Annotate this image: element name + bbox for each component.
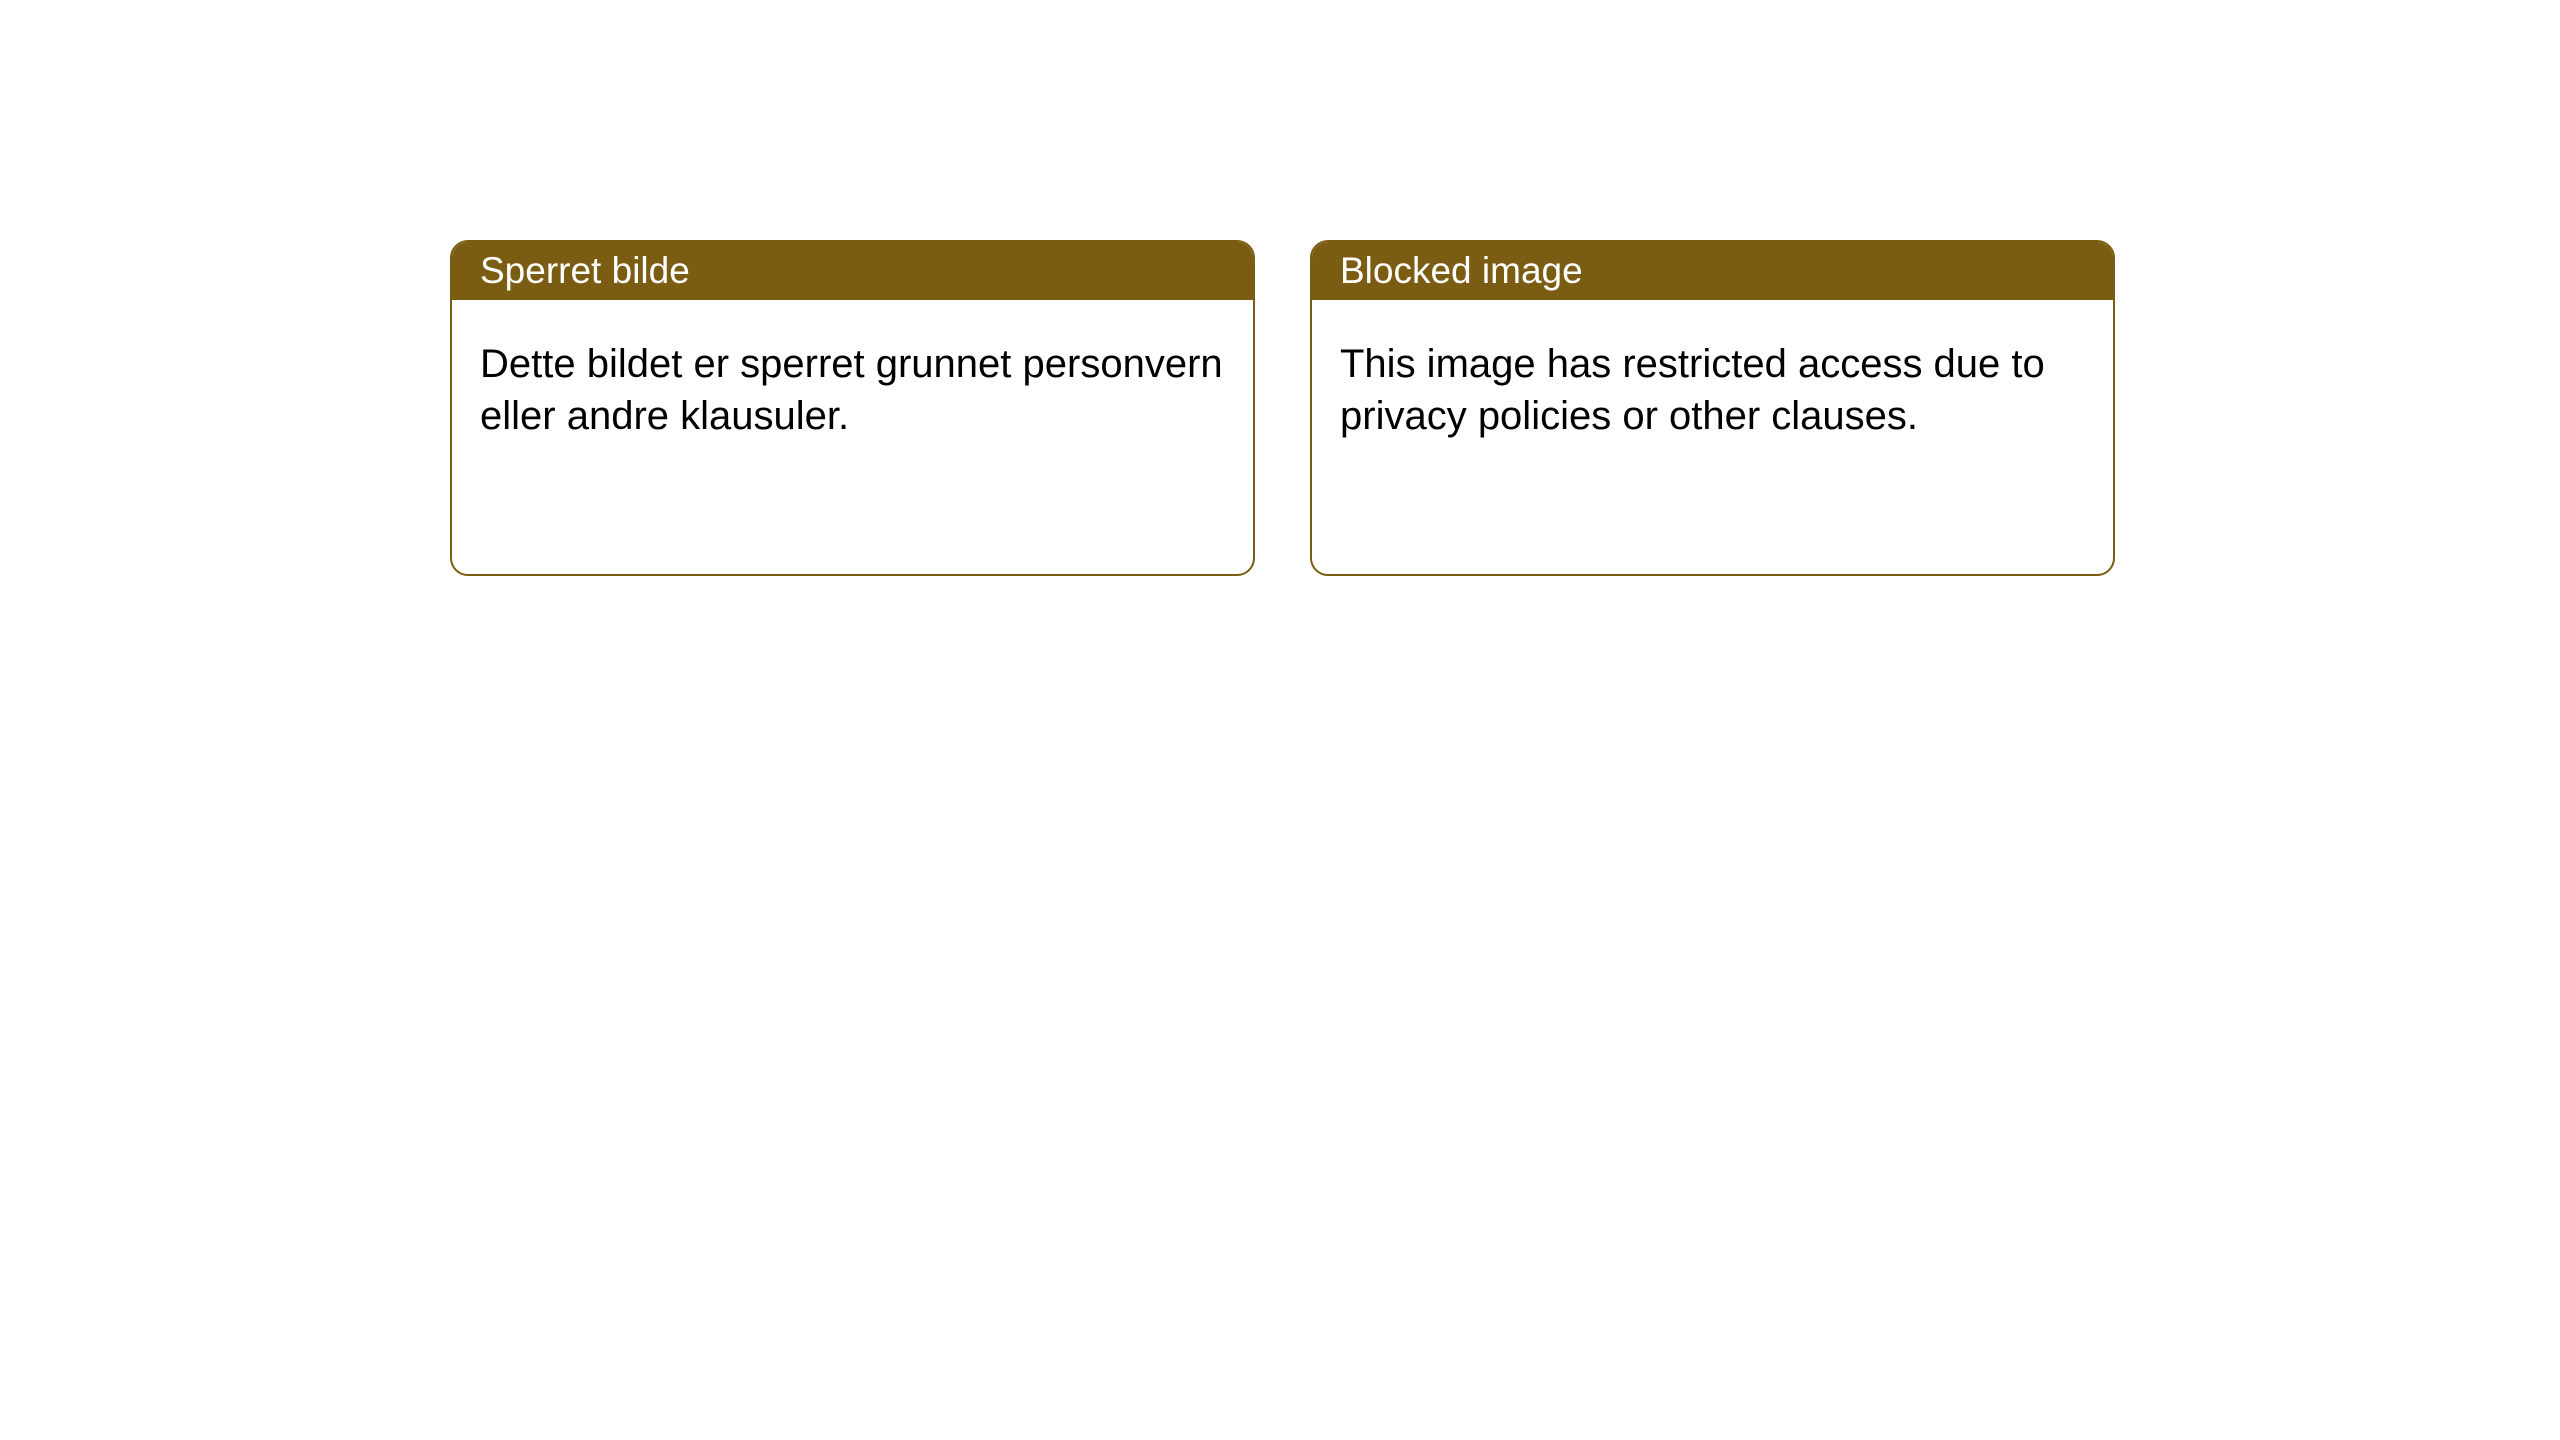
panel-message: This image has restricted access due to … [1340,342,2045,438]
panel-message: Dette bildet er sperret grunnet personve… [480,342,1223,438]
panel-header: Sperret bilde [452,242,1253,300]
panel-body: This image has restricted access due to … [1312,300,2113,480]
panel-header: Blocked image [1312,242,2113,300]
notice-panel-norwegian: Sperret bilde Dette bildet er sperret gr… [450,240,1255,576]
panel-title: Blocked image [1340,250,1583,292]
panel-body: Dette bildet er sperret grunnet personve… [452,300,1253,480]
notice-panel-english: Blocked image This image has restricted … [1310,240,2115,576]
panel-title: Sperret bilde [480,250,690,292]
notice-container: Sperret bilde Dette bildet er sperret gr… [450,240,2115,576]
